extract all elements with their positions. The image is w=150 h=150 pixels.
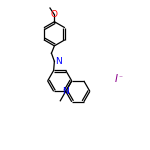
Text: O: O [51,10,58,19]
Text: I: I [115,74,118,84]
Text: N: N [55,57,62,66]
Text: ⁻: ⁻ [118,74,122,82]
Text: N: N [62,87,69,96]
